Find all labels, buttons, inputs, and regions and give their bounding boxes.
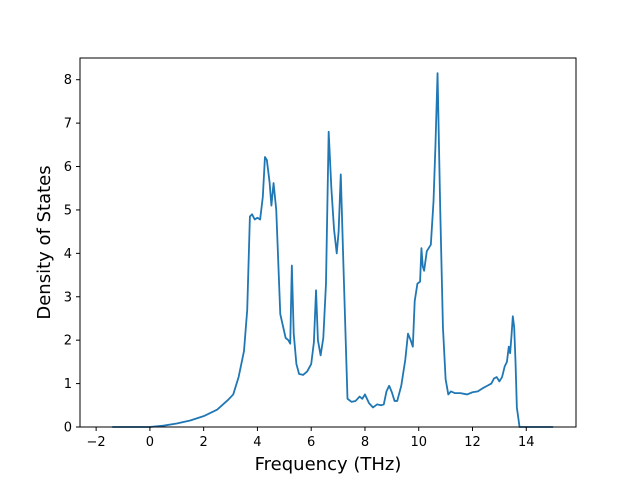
x-tick-label: 8 [361,435,369,450]
x-tick-label: −2 [87,435,106,450]
y-tick-label: 4 [64,247,72,262]
y-tick-label: 0 [64,421,72,436]
y-tick-label: 3 [64,290,72,305]
y-tick-label: 2 [64,334,72,349]
dos-series-line-0 [112,72,554,428]
y-axis-ticks: 0 1 2 3 4 5 6 7 8 [64,73,80,436]
x-tick-label: 4 [253,435,261,450]
y-tick-label: 5 [64,203,72,218]
x-tick-label: 10 [410,435,427,450]
axes-frame [79,57,577,428]
x-tick-label: 12 [464,435,481,450]
x-tick-label: 0 [146,435,154,450]
x-tick-label: 14 [518,435,535,450]
y-tick-label: 8 [64,73,72,88]
x-tick-label: 2 [200,435,208,450]
plot-layer [112,72,554,428]
x-tick-label: 6 [307,435,315,450]
y-tick-label: 7 [64,117,72,132]
y-tick-label: 1 [64,377,72,392]
y-tick-label: 6 [64,160,72,175]
y-axis-label: Density of States [34,165,55,319]
x-axis-ticks: −2 0 2 4 6 8 10 12 14 [87,427,535,450]
x-axis-label: Frequency (THz) [255,454,402,475]
